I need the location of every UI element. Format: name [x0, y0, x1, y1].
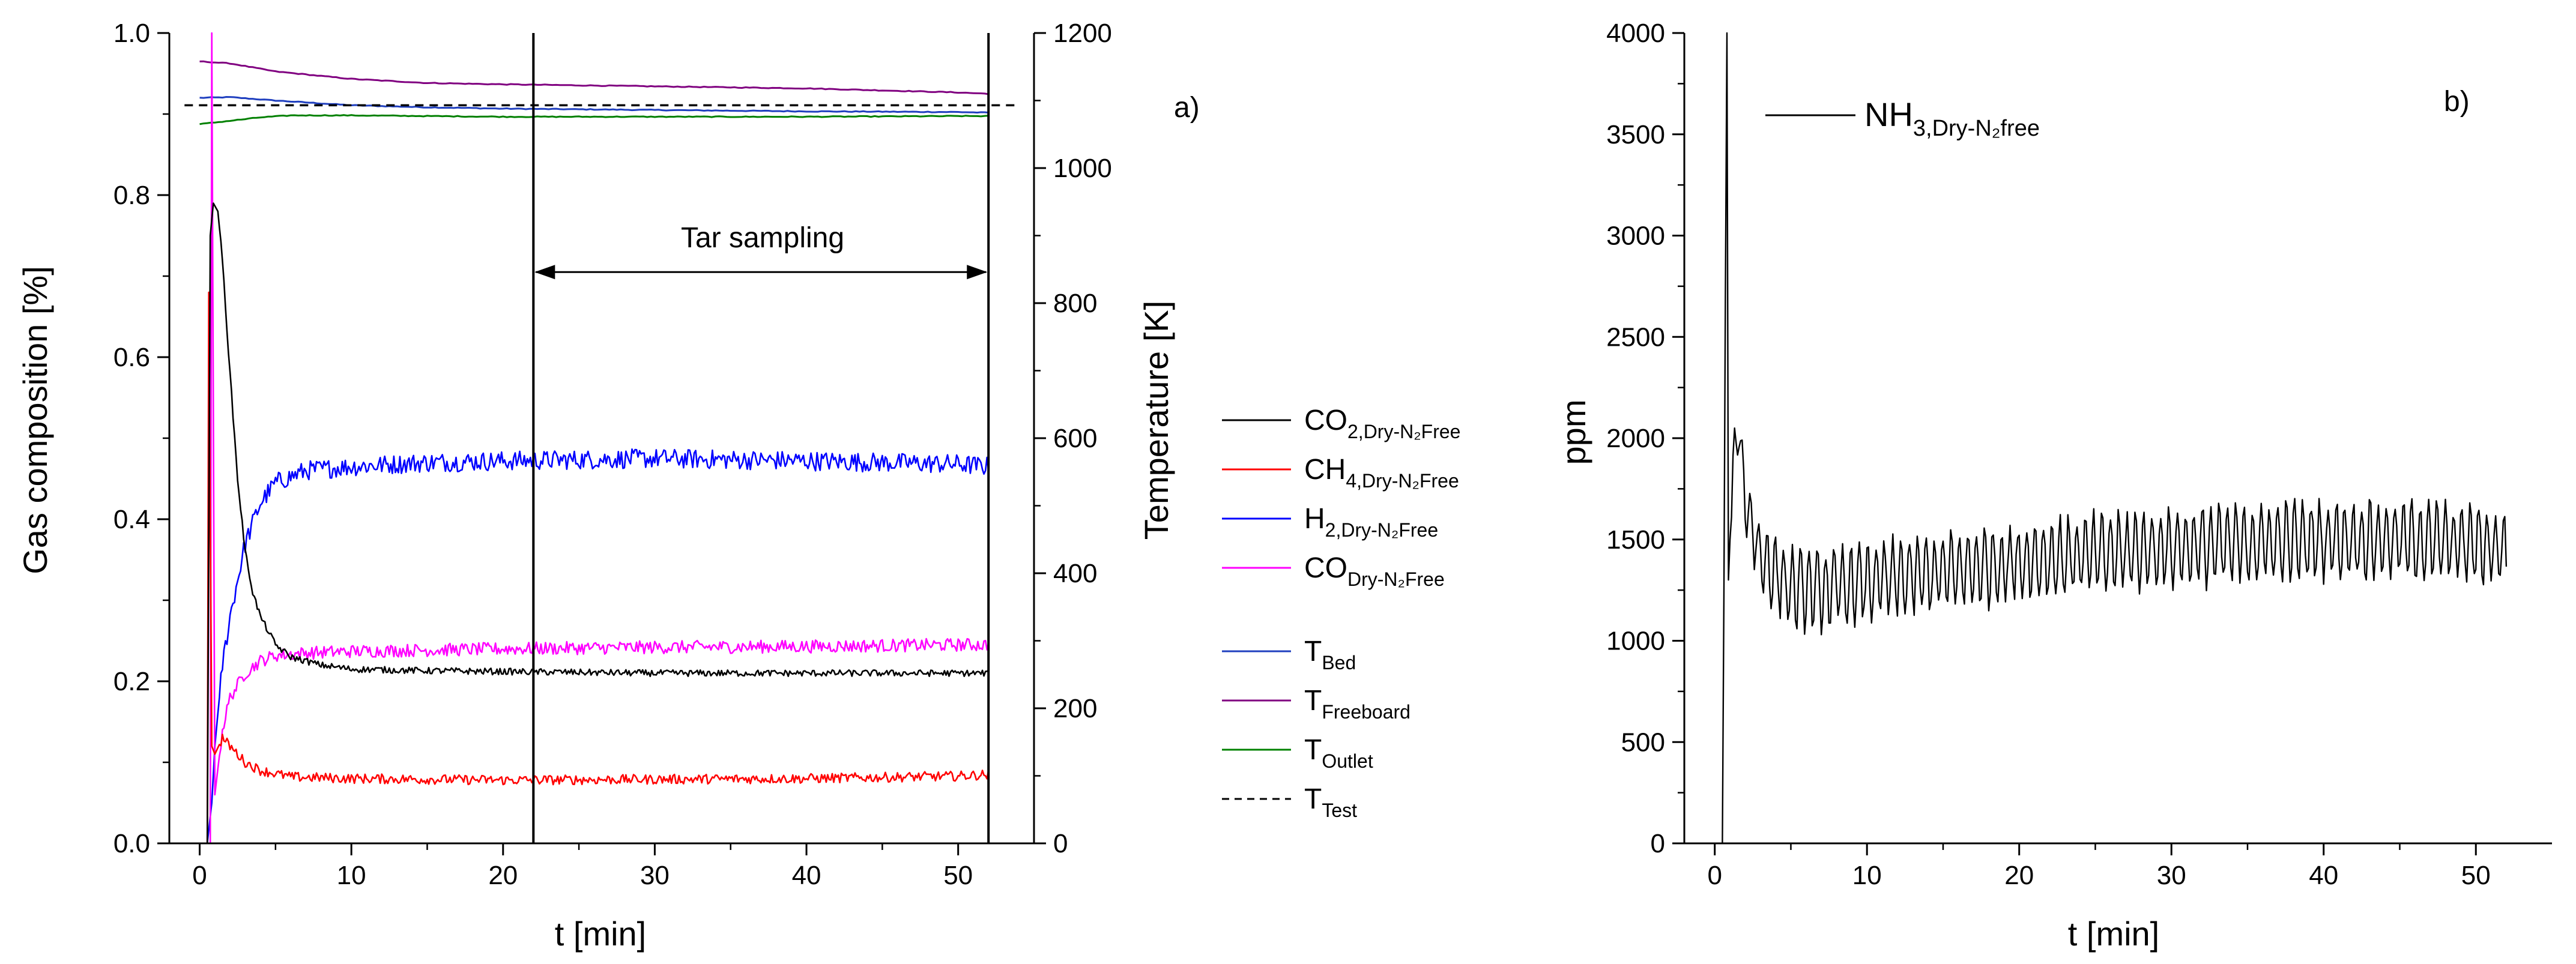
legend-temp-t-outlet-label: TOutlet [1304, 734, 1373, 772]
panel-b-legend: NH3,Dry-N₂free [1765, 95, 2040, 141]
legend-gas-ch4-label: CH4,Dry-N₂Free [1304, 454, 1459, 492]
panel-b-x-tick-label-30: 30 [2157, 861, 2186, 890]
legend-temp-t-bed-label: TBed [1304, 636, 1356, 673]
legend-gas-h2-label: H2,Dry-N₂Free [1304, 503, 1438, 541]
panel-a-data [184, 32, 1019, 845]
panel-a-y-right-tick-label-1200: 1200 [1053, 19, 1112, 48]
legend-gas-co2-label: CO2,Dry-N₂Free [1304, 405, 1460, 442]
series-line-co [207, 32, 990, 845]
tar-sampling-arrowhead-left [534, 265, 555, 280]
series-line-ch4 [206, 291, 990, 844]
panel-b-y-tick-label-1000: 1000 [1606, 627, 1665, 656]
panel-a-x-tick-label-10: 10 [337, 861, 366, 890]
panel-a-y-left-tick-label-0-8: 0.8 [113, 181, 150, 210]
panel-a-y-left-tick-label-0-6: 0.6 [113, 343, 150, 372]
panel-a-y-right-tick-label-0: 0 [1053, 829, 1068, 858]
legend-gas-co-label-base: CO [1304, 552, 1347, 584]
series-line-co2 [206, 202, 990, 844]
legend-gas-co-label-sub: Dry-N₂Free [1347, 568, 1445, 590]
panel-a-x-tick-label-50: 50 [943, 861, 973, 890]
panel-a: 0 10 20 30 40 50 0.0 0.2 0.4 0.6 0.8 1.0 0 200 400 600 8… [16, 19, 1460, 953]
legend-temp-t-bed-label-base: T [1304, 636, 1322, 667]
panel-b-x-tick-label-50: 50 [2461, 861, 2491, 890]
panel-a-x-axis-title: t [min] [555, 915, 646, 953]
series-line-t-bed [199, 95, 989, 114]
panel-b-y-tick-label-3500: 3500 [1606, 120, 1665, 149]
panel-b-data [1722, 32, 2508, 844]
panel-b-axes: 0 10 20 30 40 5005001000150020002500300035004… [1606, 19, 2552, 890]
panel-a-label: a) [1174, 92, 1200, 124]
legend-temp-t-outlet-label-base: T [1304, 734, 1322, 766]
panel-b-y-tick-label-0: 0 [1651, 829, 1665, 858]
legend-gas-ch4-label-base: CH [1304, 454, 1346, 486]
panel-b-x-tick-label-0: 0 [1707, 861, 1722, 890]
legend-temp-t-outlet-label-sub: Outlet [1322, 750, 1373, 772]
panel-a-y-right-tick-label-200: 200 [1053, 694, 1097, 723]
panel-a-y-left-tick-label-1-0: 1.0 [113, 19, 150, 48]
panel-a-y-left-tick-label-0-0: 0.0 [113, 829, 150, 858]
panel-a-y-right-tick-label-800: 800 [1053, 289, 1097, 318]
panel-b: 0 10 20 30 40 5005001000150020002500300035004… [1555, 19, 2552, 953]
panel-a-x-tick-label-20: 20 [488, 861, 518, 890]
panel-a-x-tick-label-0: 0 [192, 861, 207, 890]
legend-temp-t-test-label-base: T [1304, 783, 1322, 815]
panel-b-label: b) [2444, 86, 2470, 118]
legend-gas-co2-label-base: CO [1304, 405, 1347, 436]
panel-a-y-right-tick-label-400: 400 [1053, 559, 1097, 588]
legend-nh3-label-sub: 3,Dry-N₂free [1913, 116, 2040, 141]
legend-temp-t-freeboard-label-sub: Freeboard [1322, 701, 1410, 723]
panel-a-y-left-tick-label-0-2: 0.2 [113, 667, 150, 696]
panel-b-y-tick-label-2500: 2500 [1606, 322, 1665, 352]
panel-b-y-tick-label-3000: 3000 [1606, 221, 1665, 251]
panel-a-axes: 0 10 20 30 40 50 0.0 0.2 0.4 0.6 0.8 1.0 0 200 400 600 8… [113, 19, 1112, 890]
panel-b-x-tick-label-10: 10 [1852, 861, 1882, 890]
legend-temp-t-bed-label-sub: Bed [1322, 652, 1356, 673]
series-line-nh3 [1722, 32, 2508, 844]
tar-sampling-arrowhead-right [967, 265, 988, 280]
panel-a-x-tick-label-40: 40 [792, 861, 821, 890]
panel-a-y-right-tick-label-1000: 1000 [1053, 154, 1112, 183]
panel-a-y-left-axis-title: Gas composition [%] [16, 266, 54, 574]
series-line-t-outlet [199, 114, 989, 125]
legend-gas-co2-label-sub: 2,Dry-N₂Free [1347, 421, 1460, 442]
panel-b-y-tick-label-500: 500 [1621, 728, 1665, 757]
legend-gas-h2-label-base: H [1304, 503, 1325, 535]
legend-gas-ch4-label-sub: 4,Dry-N₂Free [1346, 470, 1459, 492]
tar-sampling-arrow [534, 265, 988, 280]
legend-temp-t-test-label-sub: Test [1322, 800, 1357, 821]
legend-temp-t-test-label: TTest [1304, 783, 1357, 821]
panel-a-x-tick-label-30: 30 [640, 861, 670, 890]
series-line-h2 [206, 448, 990, 844]
tar-sampling-label: Tar sampling [681, 222, 844, 254]
panel-a-y-right-tick-label-600: 600 [1053, 424, 1097, 453]
panel-b-y-tick-label-4000: 4000 [1606, 19, 1665, 48]
panel-b-x-tick-label-20: 20 [2004, 861, 2034, 890]
panel-b-x-tick-label-40: 40 [2309, 861, 2338, 890]
legend-nh3-label-base: NH [1864, 95, 1913, 133]
legend-temp-t-freeboard-label-base: T [1304, 685, 1322, 717]
legend-gas-h2-label-sub: 2,Dry-N₂Free [1325, 519, 1438, 541]
series-line-t-freeboard [199, 60, 989, 95]
panel-a-y-left-tick-label-0-4: 0.4 [113, 505, 150, 534]
panel-a-y-right-axis-title: Temperature [K] [1137, 301, 1175, 540]
panel-b-y-axis-title: ppm [1555, 400, 1592, 465]
panel-a-legend: CO2,Dry-N₂FreeCH4,Dry-N₂FreeH2,Dry-N₂Fre… [1222, 405, 1460, 821]
panel-b-y-tick-label-1500: 1500 [1606, 525, 1665, 555]
legend-temp-t-freeboard-label: TFreeboard [1304, 685, 1410, 723]
panel-b-x-axis-title: t [min] [2068, 915, 2159, 953]
legend-nh3-label: NH3,Dry-N₂free [1864, 95, 2040, 141]
legend-gas-co-label: CODry-N₂Free [1304, 552, 1445, 590]
panel-b-y-tick-label-2000: 2000 [1606, 424, 1665, 453]
